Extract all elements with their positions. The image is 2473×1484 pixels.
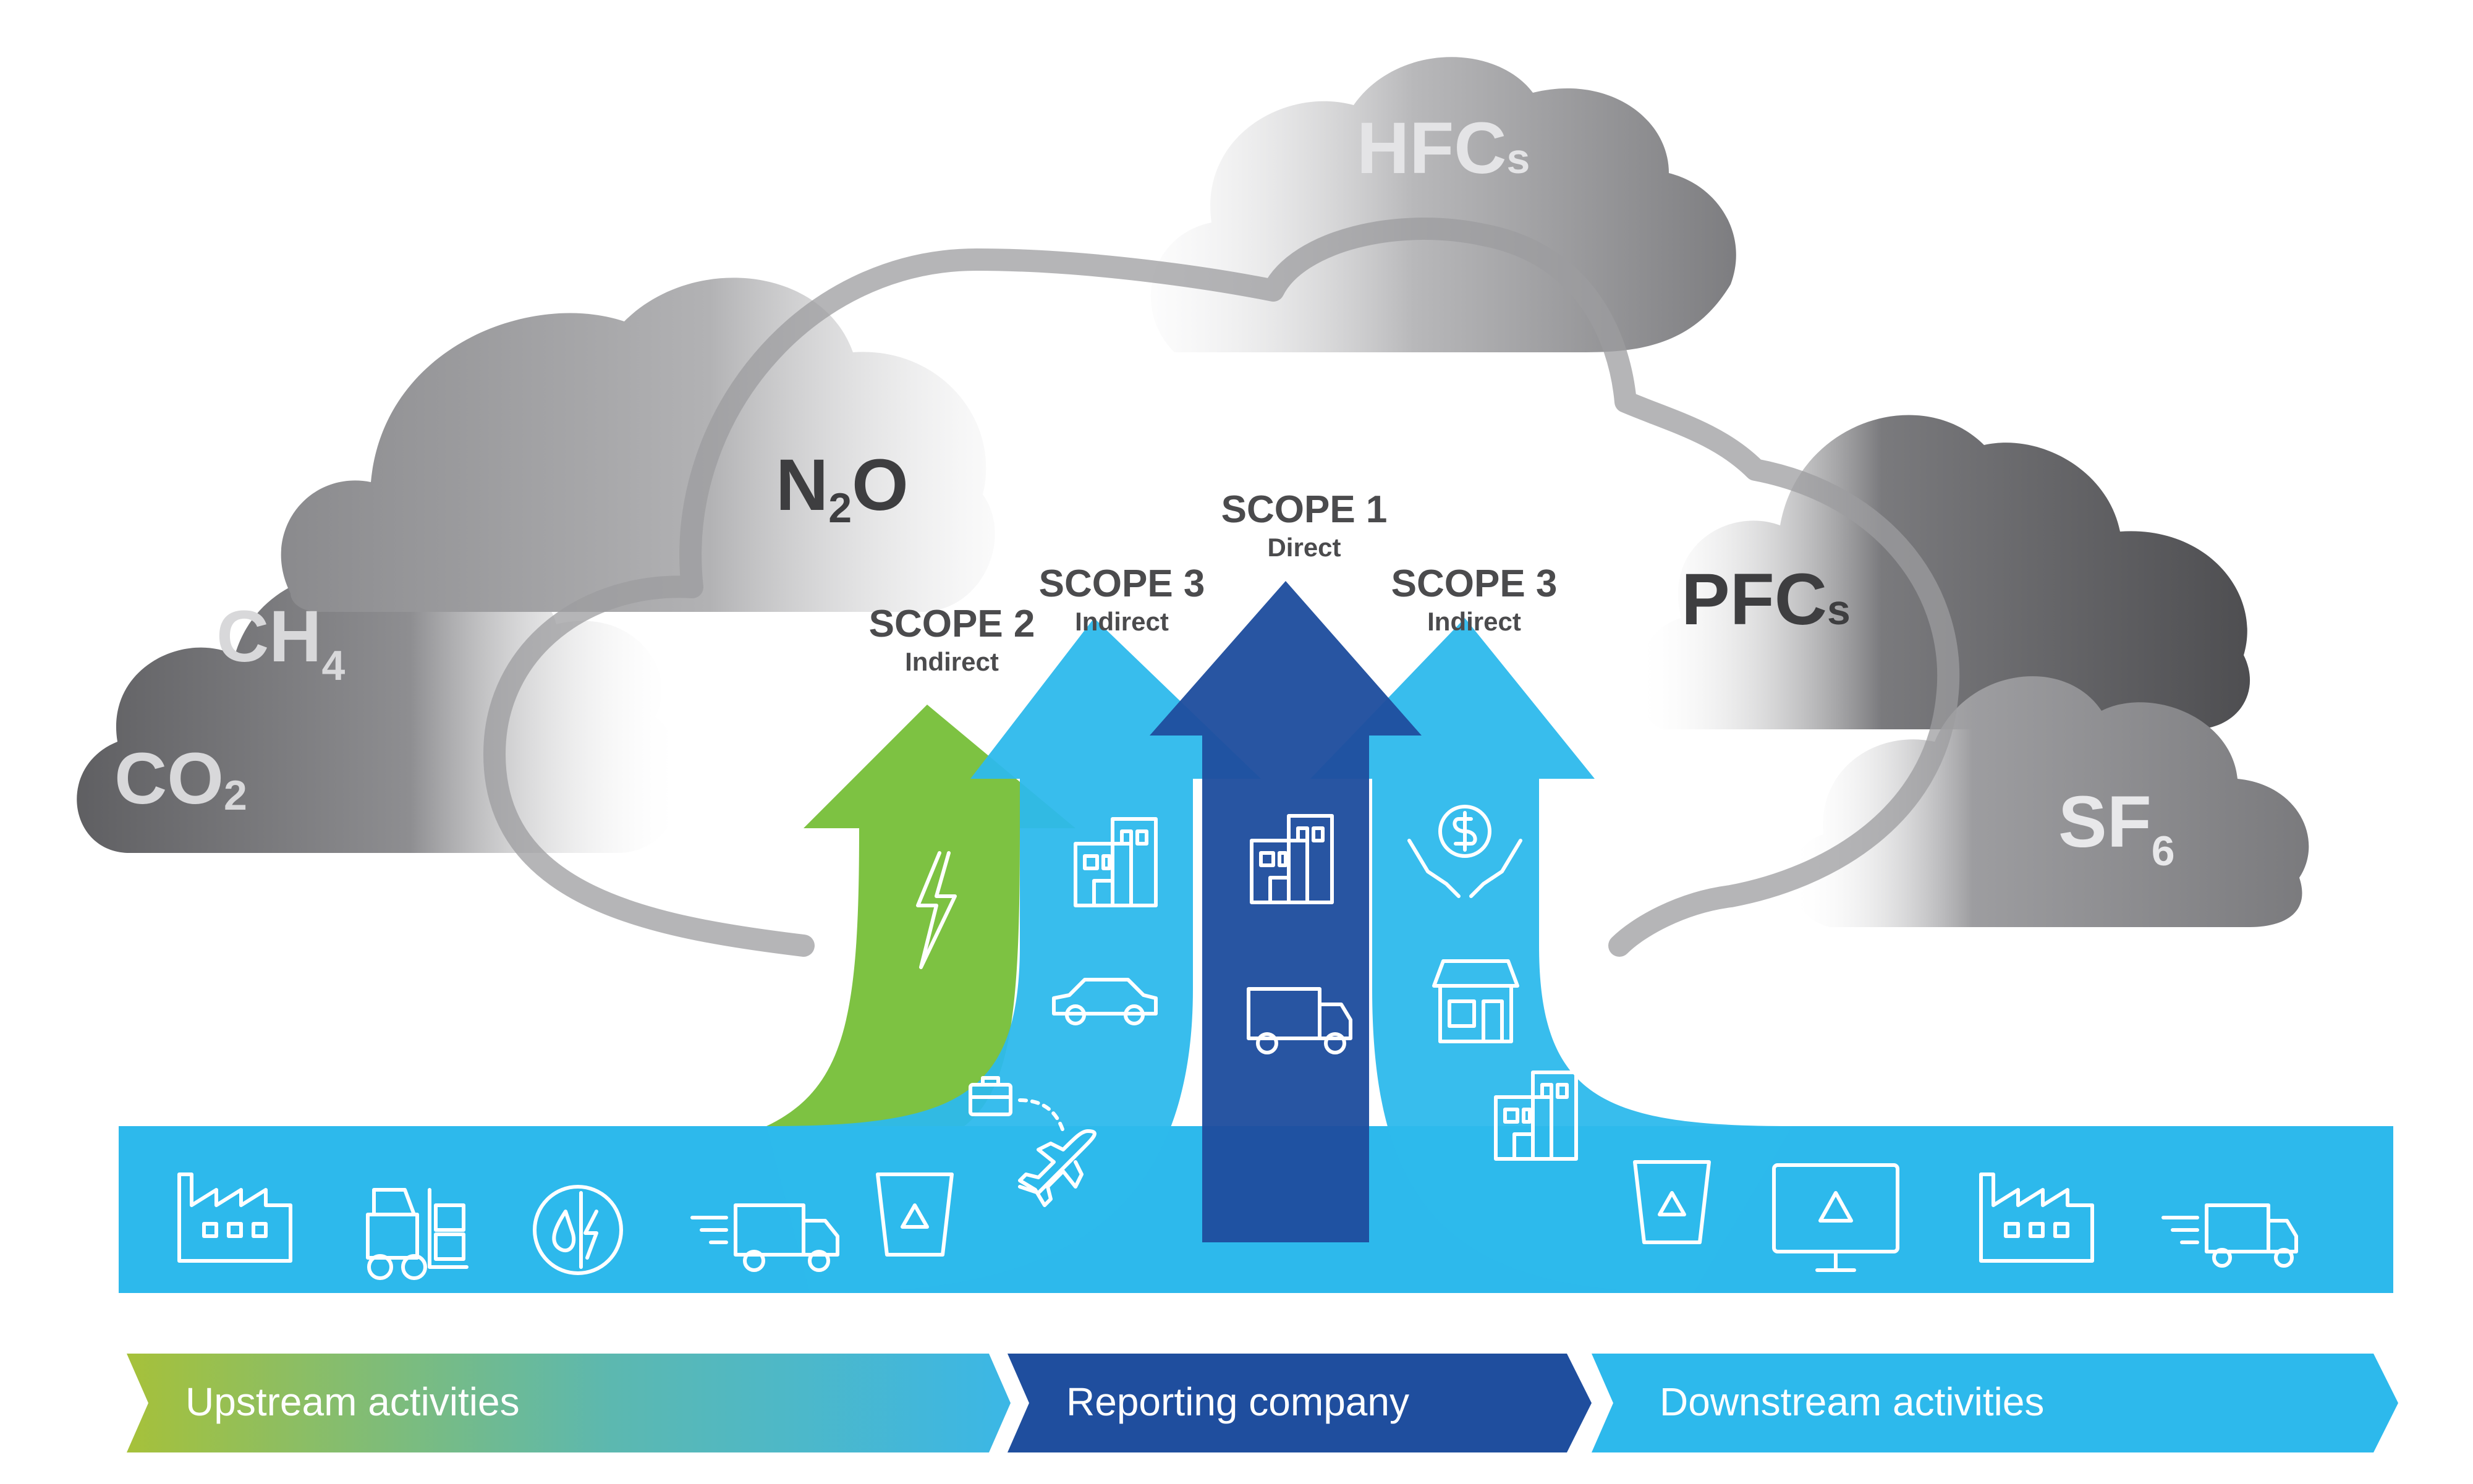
scope3-downstream-arrow <box>1310 618 1792 1293</box>
gas-sf6: SF6 <box>2058 781 2175 875</box>
money-hands-icon <box>1407 805 1522 898</box>
factory-icon <box>177 1172 292 1263</box>
forklift-icon <box>366 1188 469 1280</box>
delivery-truck-icon <box>690 1203 839 1272</box>
svg-text:Indirect: Indirect <box>905 647 999 676</box>
briefcase-icon <box>969 1076 1065 1133</box>
scope1-label: SCOPE 1 Direct <box>1221 488 1388 562</box>
svg-text:Direct: Direct <box>1267 533 1341 562</box>
recycle-bin-icon <box>876 1172 954 1257</box>
scope3-upstream-arrow <box>766 618 1261 1293</box>
scope1-arrow <box>1150 581 1422 1242</box>
reporting-label: Reporting company <box>1066 1380 1409 1424</box>
recycle-bin-icon <box>1633 1160 1711 1244</box>
airplane-icon <box>1018 1129 1097 1207</box>
upstream-label: Upstream activities <box>185 1380 520 1424</box>
downstream-band: Downstream activities <box>1592 1354 2398 1452</box>
lightning-icon <box>916 851 957 969</box>
gas-n2o: N2O <box>776 444 909 532</box>
factory-icon <box>1979 1172 2094 1263</box>
office-building-icon <box>1250 814 1334 904</box>
office-building-icon <box>1494 1071 1578 1161</box>
delivery-truck-icon <box>2161 1203 2298 1268</box>
svg-text:Indirect: Indirect <box>1427 607 1521 636</box>
scope3-downstream-label: SCOPE 3 Indirect <box>1391 562 1558 636</box>
svg-text:SCOPE 1: SCOPE 1 <box>1221 488 1388 531</box>
outline-cloud <box>483 218 1960 957</box>
cloud-sf6 <box>1791 676 2309 927</box>
cloud-hfcs <box>1150 57 1736 353</box>
car-icon <box>1052 978 1158 1025</box>
cloud-pfcs <box>1636 415 2250 729</box>
store-icon <box>1432 959 1519 1043</box>
svg-text:Indirect: Indirect <box>1075 607 1169 636</box>
monitor-recycle-icon <box>1772 1163 1899 1272</box>
svg-text:SCOPE 3: SCOPE 3 <box>1039 562 1205 605</box>
water-energy-icon <box>533 1185 623 1275</box>
cloud-n2o <box>281 278 995 613</box>
truck-icon <box>1247 987 1352 1054</box>
scope3-upstream-label: SCOPE 3 Indirect <box>1039 562 1205 636</box>
svg-text:SCOPE 2: SCOPE 2 <box>869 603 1035 645</box>
scope2-arrow <box>766 705 1075 1126</box>
svg-text:SCOPE 3: SCOPE 3 <box>1391 562 1558 605</box>
downstream-label: Downstream activities <box>1660 1380 2044 1424</box>
gas-hfcs: HFCs <box>1357 108 1530 189</box>
gas-co2: CO2 <box>114 738 247 820</box>
office-building-icon <box>1074 817 1158 907</box>
reporting-band: Reporting company <box>1007 1354 1592 1452</box>
upstream-band: Upstream activities <box>127 1354 1011 1452</box>
scope2-label: SCOPE 2 Indirect <box>869 603 1035 676</box>
gas-pfcs: PFCs <box>1681 559 1851 640</box>
gas-ch4: CH4 <box>216 596 345 689</box>
